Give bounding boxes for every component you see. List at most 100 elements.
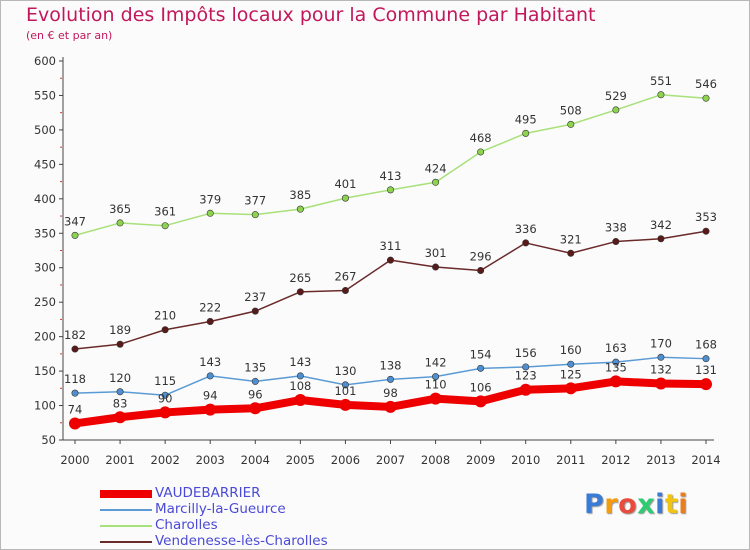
data-label: 120 [109,371,131,385]
y-tick-label: 600 [34,54,56,68]
legend-label-vendenesse: Vendenesse-lès-Charolles [155,533,328,549]
data-point [116,388,124,396]
data-point [296,288,304,296]
data-label: 546 [695,77,717,91]
data-point [251,377,259,385]
data-point [522,239,530,247]
data-label: 101 [334,384,356,398]
y-tick-label: 400 [34,192,56,206]
data-point [609,375,622,388]
data-point [702,355,710,363]
data-label: 125 [560,367,582,381]
y-tick-label: 100 [34,399,56,413]
x-tick-label: 2011 [556,453,585,467]
data-point [206,209,214,217]
logo-letter: i [678,489,689,520]
data-point [432,178,440,186]
legend-swatch-marcilly [100,509,152,511]
data-label: 377 [244,194,266,208]
y-tick-label: 150 [34,364,56,378]
x-tick-label: 2001 [105,453,134,467]
data-point [567,249,575,257]
data-label: 353 [695,210,717,224]
data-point [341,381,349,389]
x-tick-label: 2000 [60,453,89,467]
data-point [114,411,127,424]
data-label: 156 [515,346,537,360]
legend-label-marcilly: Marcilly-la-Gueurce [155,501,286,517]
data-point [522,129,530,137]
data-label: 237 [244,290,266,304]
data-label: 130 [334,364,356,378]
y-tick-label: 300 [34,261,56,275]
data-point [564,382,577,395]
data-label: 468 [470,131,492,145]
data-label: 135 [244,360,266,374]
data-point [612,106,620,114]
data-label: 154 [470,347,492,361]
data-point [612,238,620,246]
data-label: 108 [289,379,311,393]
legend-swatch-charolles [100,525,152,527]
data-point [116,219,124,227]
y-tick-label: 450 [34,157,56,171]
data-label: 336 [515,222,537,236]
data-point [71,345,79,353]
data-point [296,205,304,213]
logo-letter: t [664,489,679,520]
data-label: 189 [109,323,131,337]
data-point [161,222,169,230]
data-label: 311 [380,239,402,253]
data-point [657,235,665,243]
data-point [612,358,620,366]
data-label: 83 [113,396,128,410]
data-point [567,120,575,128]
data-label: 342 [650,218,672,232]
data-point [341,194,349,202]
x-tick-label: 2007 [376,453,405,467]
data-point [384,400,397,413]
data-point [206,317,214,325]
y-tick-label: 350 [34,226,56,240]
x-tick-label: 2008 [421,453,450,467]
data-point [700,378,712,391]
data-label: 98 [383,386,398,400]
data-point [474,395,487,408]
x-tick-label: 2002 [151,453,180,467]
legend-label-vaudebarrier: VAUDEBARRIER [155,485,261,501]
data-label: 413 [380,169,402,183]
data-point [432,263,440,271]
data-point [339,398,352,411]
logo-letter: i [655,489,665,520]
data-label: 132 [650,362,672,376]
data-point [657,91,665,99]
logo-letter: o [618,489,638,520]
data-label: 424 [425,161,447,175]
data-label: 495 [515,112,537,126]
data-label: 96 [248,387,263,401]
data-label: 90 [158,391,173,405]
data-label: 118 [64,372,86,386]
logo-letter: x [637,489,656,520]
x-tick-label: 2012 [601,453,630,467]
data-point [477,266,485,274]
data-point [341,286,349,294]
data-label: 138 [380,358,402,372]
data-point [294,394,307,407]
data-label: 385 [289,188,311,202]
data-point [429,392,442,405]
chart-subtitle: (en € et par an) [26,29,113,42]
data-point [386,256,394,264]
data-point [161,391,169,399]
data-label: 74 [68,402,83,416]
data-label: 168 [695,338,717,352]
data-label: 115 [154,374,176,388]
data-label: 160 [560,343,582,357]
data-label: 321 [560,232,582,246]
y-tick-label: 250 [34,295,56,309]
legend-swatch-vaudebarrier [100,490,152,498]
data-point [702,94,710,102]
data-point [519,383,532,396]
data-point [71,231,79,239]
